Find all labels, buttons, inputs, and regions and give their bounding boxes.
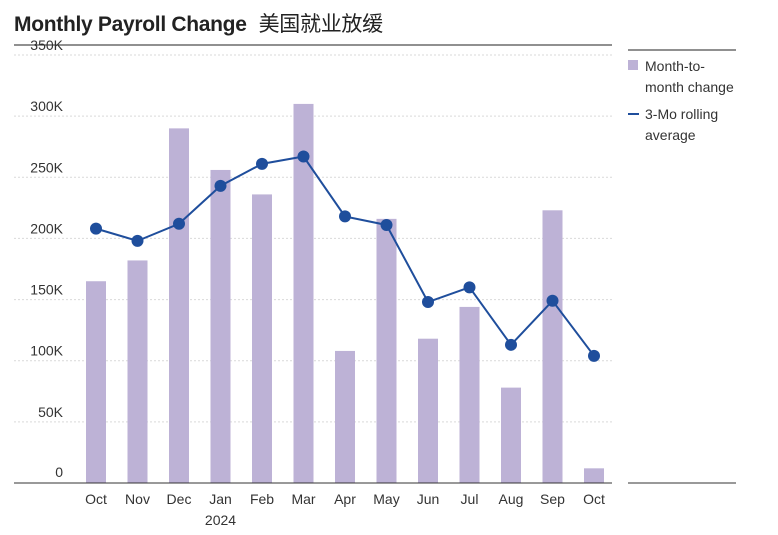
legend-bar-label-line1: Month-to- bbox=[645, 58, 705, 74]
x-tick-label: Jul bbox=[461, 491, 479, 507]
chart-subtitle: 美国就业放缓 bbox=[258, 12, 384, 36]
x-tick-label: Feb bbox=[250, 491, 274, 507]
rolling-average-point bbox=[131, 234, 144, 247]
rolling-average-point bbox=[90, 222, 102, 235]
rolling-average-point bbox=[256, 157, 268, 170]
bar bbox=[86, 281, 106, 483]
bar bbox=[252, 194, 272, 484]
bar bbox=[376, 218, 397, 483]
rolling-average-point bbox=[339, 210, 351, 223]
y-tick-label: 50K bbox=[38, 404, 64, 420]
x-tick-label: May bbox=[373, 491, 399, 507]
rolling-average-point bbox=[380, 218, 393, 231]
y-tick-label: 0 bbox=[55, 464, 63, 480]
chart-title-text: Monthly Payroll Change bbox=[14, 13, 247, 36]
x-year-label: 2024 bbox=[205, 512, 236, 528]
rolling-average-point bbox=[422, 296, 434, 309]
bar bbox=[542, 210, 563, 483]
y-tick-label: 300K bbox=[30, 98, 63, 114]
legend-line-label-line2: average bbox=[645, 127, 696, 143]
legend-bar-label-line2: month change bbox=[645, 79, 734, 95]
x-tick-label: Dec bbox=[167, 491, 192, 507]
y-tick-label: 200K bbox=[30, 220, 63, 236]
rolling-average-point bbox=[588, 349, 600, 362]
x-tick-label: Oct bbox=[583, 491, 605, 507]
x-tick-label: Nov bbox=[125, 491, 150, 507]
rolling-average-point bbox=[214, 179, 227, 192]
bar bbox=[418, 338, 438, 483]
bar bbox=[584, 468, 604, 483]
rolling-average-point bbox=[505, 338, 517, 351]
rolling-average-point bbox=[173, 217, 185, 230]
legend-bar-swatch bbox=[628, 60, 638, 70]
x-tick-label: Jun bbox=[417, 491, 440, 507]
rolling-average-point bbox=[546, 294, 559, 307]
y-tick-label: 100K bbox=[30, 343, 63, 359]
x-tick-label: Sep bbox=[540, 491, 565, 507]
y-tick-labels: 0 50K 100K 150K 200K 250K 300K 350K bbox=[30, 37, 63, 480]
bar bbox=[127, 260, 148, 483]
bar-series bbox=[86, 103, 604, 484]
x-tick-label: Aug bbox=[499, 491, 524, 507]
line-series bbox=[90, 150, 600, 362]
y-tick-label: 150K bbox=[30, 282, 63, 298]
bar bbox=[210, 169, 231, 483]
bar bbox=[459, 306, 480, 483]
legend-line-label-line1: 3-Mo rolling bbox=[645, 106, 718, 122]
x-tick-labels: Oct Nov Dec Jan Feb Mar Apr May Jun Jul Aug Sep Oct 2… bbox=[85, 491, 605, 528]
chart-title: Monthly Payroll Change 美国就业放缓 bbox=[14, 8, 383, 38]
rolling-average-point bbox=[463, 281, 476, 294]
x-tick-label: Apr bbox=[334, 491, 356, 507]
rolling-average-point bbox=[297, 150, 310, 163]
bar bbox=[169, 128, 189, 483]
bar bbox=[335, 350, 355, 483]
bar bbox=[501, 387, 521, 483]
legend: Month-to- month change 3-Mo rolling aver… bbox=[628, 58, 734, 143]
x-tick-label: Mar bbox=[291, 491, 315, 507]
y-tick-label: 350K bbox=[30, 37, 63, 53]
x-tick-label: Jan bbox=[209, 491, 232, 507]
bar bbox=[293, 103, 314, 484]
x-tick-label: Oct bbox=[85, 491, 107, 507]
y-tick-label: 250K bbox=[30, 159, 63, 175]
